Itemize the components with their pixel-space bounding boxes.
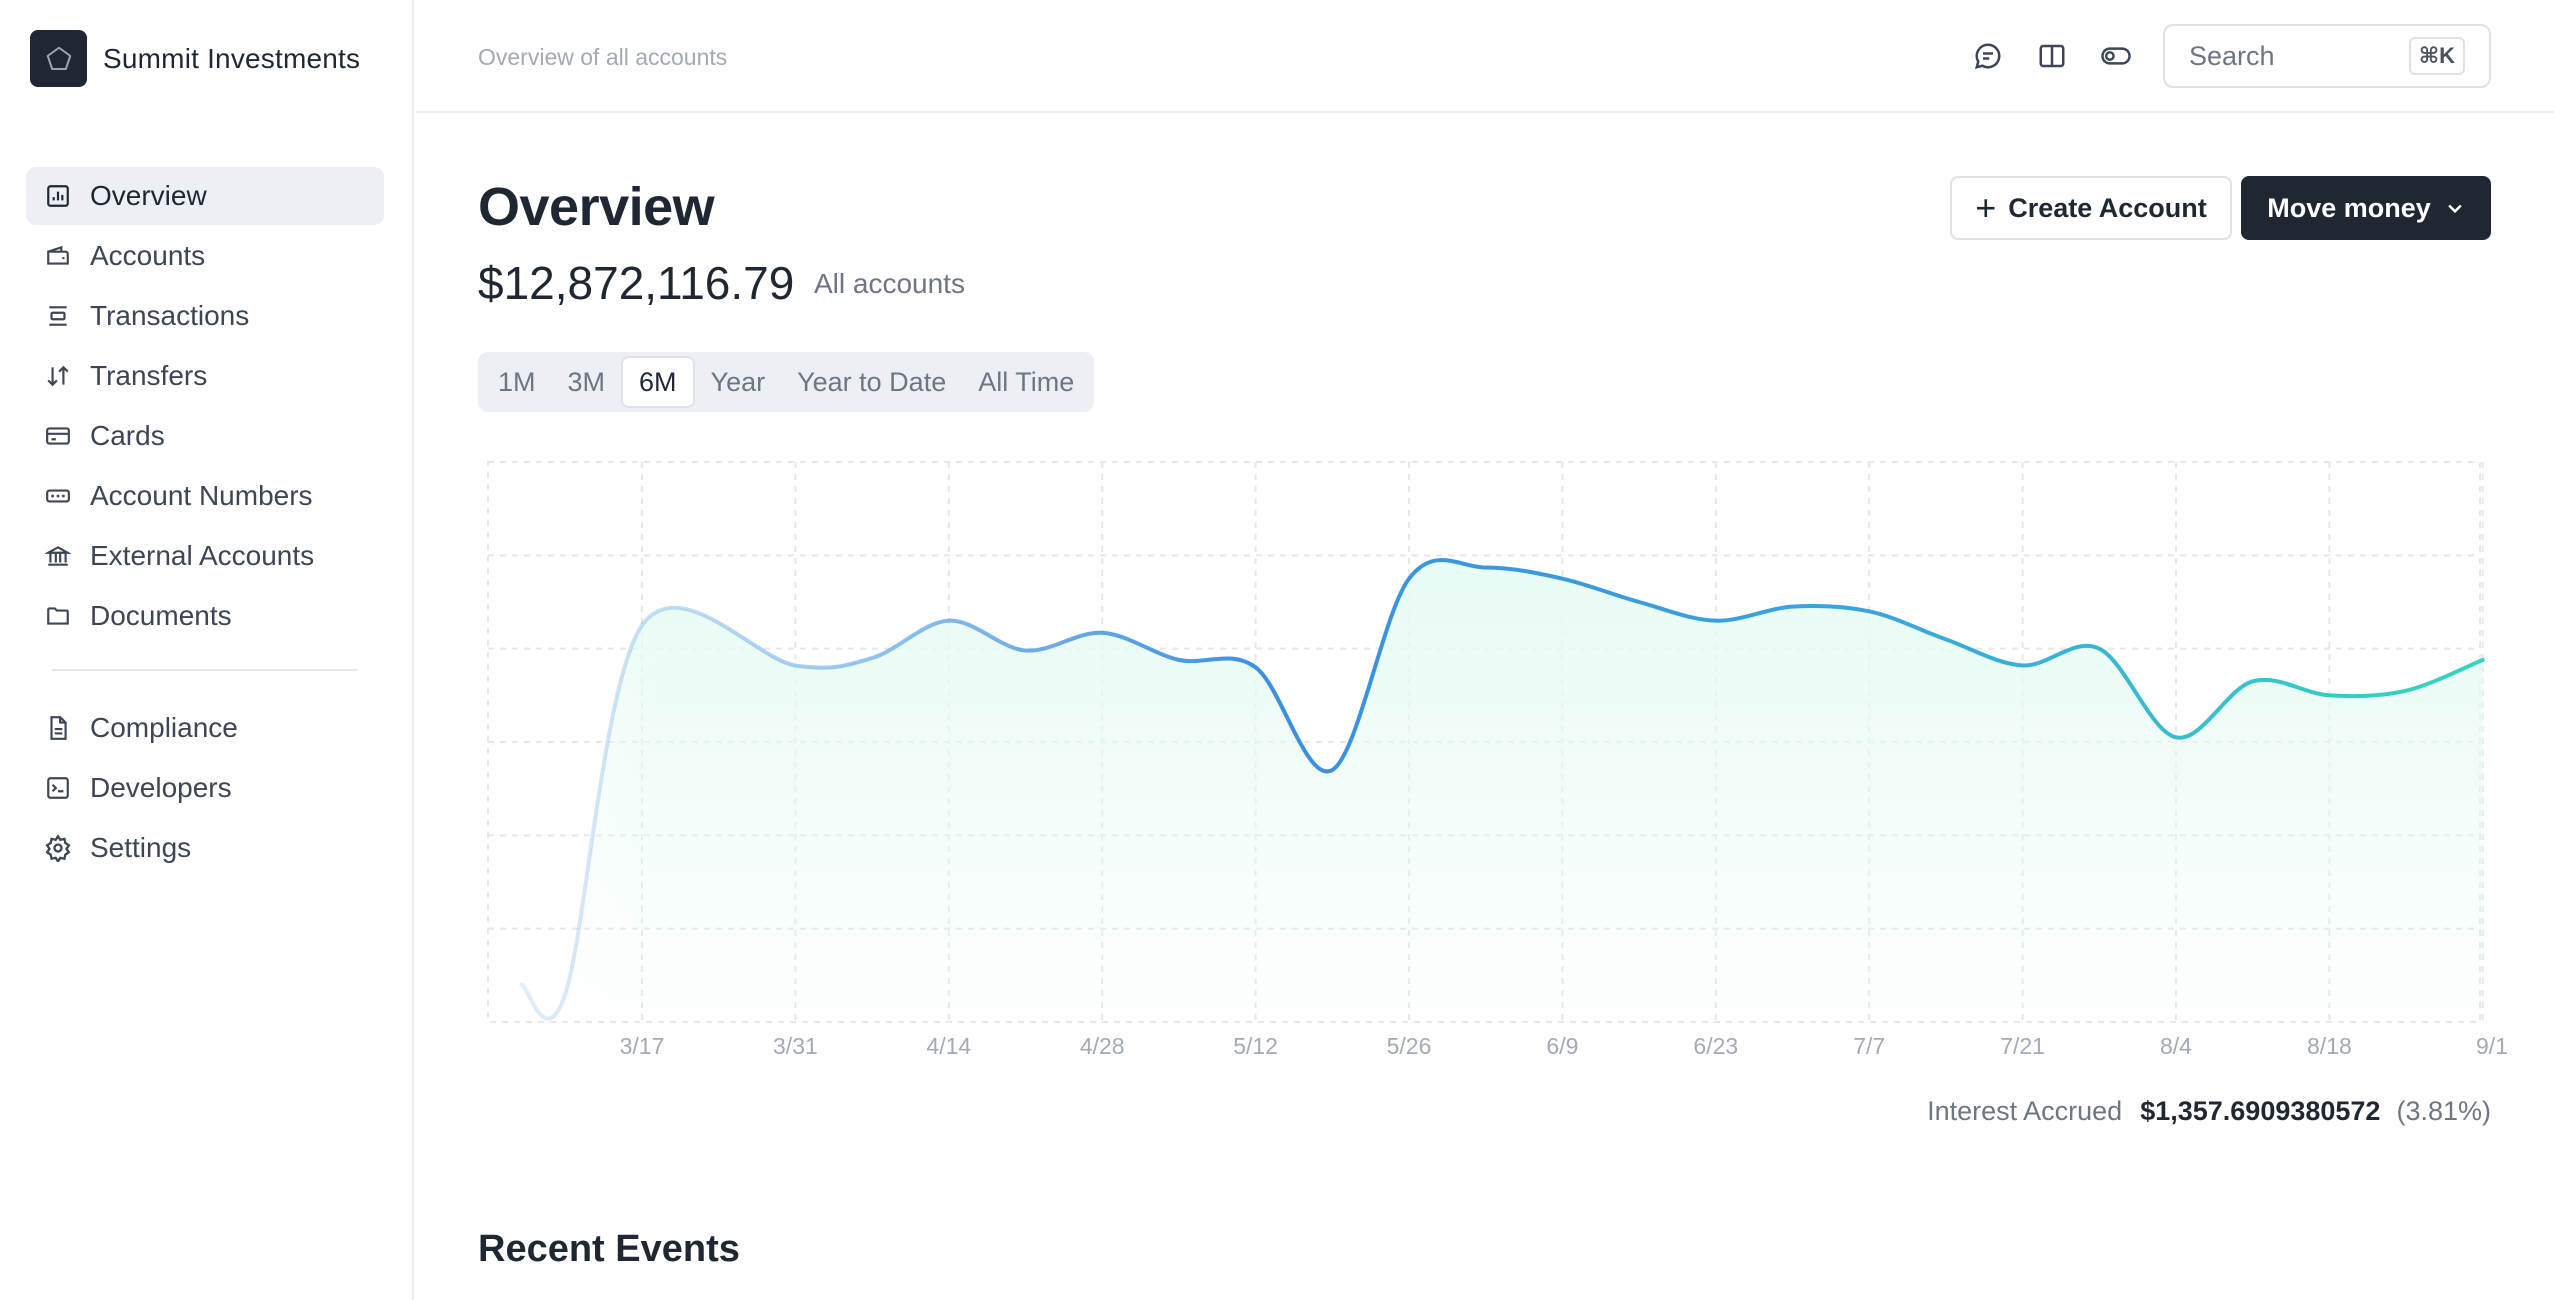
sidebar-item-documents[interactable]: Documents [26, 587, 384, 645]
sidebar-item-label: Account Numbers [90, 480, 313, 511]
sidebar-item-accounts[interactable]: Accounts [26, 227, 384, 285]
balance-chart[interactable]: 3/17 3/31 4/14 4/28 5/12 5/26 6/9 6/23 7/7 7/21 8/… [470, 450, 2510, 1070]
sidebar: Summit Investments Overview Accounts Tra… [0, 0, 414, 1300]
x-tick-label: 8/4 [2160, 1033, 2192, 1059]
chevron-down-icon [2445, 198, 2465, 218]
create-account-label: Create Account [2008, 192, 2207, 223]
sidebar-item-label: Overview [90, 180, 207, 211]
page-title: Overview [478, 177, 715, 237]
move-money-button[interactable]: Move money [2241, 176, 2491, 240]
x-tick-label: 9/1 [2476, 1033, 2508, 1059]
x-tick-label: 5/26 [1387, 1033, 1432, 1059]
x-tick-label: 8/18 [2307, 1033, 2352, 1059]
sidebar-item-label: Compliance [90, 712, 238, 743]
recent-events-title: Recent Events [478, 1228, 740, 1270]
sidebar-item-label: Cards [90, 420, 165, 451]
range-tabs: 1M 3M 6M Year Year to Date All Time [478, 352, 1095, 412]
x-tick-label: 6/9 [1546, 1033, 1578, 1059]
x-tick-label: 7/7 [1853, 1033, 1885, 1059]
credit-card-icon [42, 420, 74, 452]
x-axis-labels: 3/17 3/31 4/14 4/28 5/12 5/26 6/9 6/23 7/7 7/21 8/… [620, 1033, 2508, 1059]
sidebar-item-label: External Accounts [90, 540, 315, 571]
create-account-button[interactable]: + Create Account [1950, 176, 2232, 240]
dots-rectangle-icon [42, 480, 74, 512]
sidebar-item-settings[interactable]: Settings [26, 819, 384, 877]
range-tab-year[interactable]: Year [710, 366, 766, 397]
x-tick-label: 5/12 [1233, 1033, 1278, 1059]
range-tab-year-to-date[interactable]: Year to Date [797, 366, 947, 397]
arrows-up-down-icon [42, 360, 74, 392]
plus-icon: + [1975, 187, 1997, 228]
balance-chart-svg: 3/17 3/31 4/14 4/28 5/12 5/26 6/9 6/23 7/7 7/21 8/… [487, 461, 2508, 1059]
x-tick-label: 4/28 [1080, 1033, 1125, 1059]
sidebar-item-transfers[interactable]: Transfers [26, 347, 384, 405]
chart-series-line [519, 558, 2485, 1021]
search-input[interactable]: Search ⌘K [2163, 24, 2491, 88]
sidebar-item-cards[interactable]: Cards [26, 407, 384, 465]
document-icon [42, 712, 74, 744]
header-actions [1968, 38, 2160, 74]
sidebar-item-developers[interactable]: Developers [26, 759, 384, 817]
range-tab-3m[interactable]: 3M [567, 366, 606, 397]
brand-name: Summit Investments [103, 42, 361, 74]
folder-icon [42, 600, 74, 632]
x-tick-label: 3/31 [773, 1033, 818, 1059]
gear-icon [42, 832, 74, 864]
x-tick-label: 4/14 [926, 1033, 971, 1059]
chart-area [521, 560, 2483, 1022]
sidebar-item-label: Developers [90, 772, 232, 803]
sidebar-item-label: Transfers [90, 360, 208, 391]
brand[interactable]: Summit Investments [30, 30, 360, 87]
toggle-icon[interactable] [2096, 38, 2136, 74]
range-tab-1m[interactable]: 1M [498, 366, 536, 397]
chart-bar-icon [42, 180, 74, 212]
book-icon[interactable] [2032, 38, 2072, 74]
x-tick-label: 7/21 [2000, 1033, 2045, 1059]
x-tick-label: 6/23 [1693, 1033, 1738, 1059]
sidebar-item-overview[interactable]: Overview [26, 167, 384, 225]
sidebar-item-label: Transactions [90, 300, 250, 331]
bank-icon [42, 540, 74, 572]
chat-icon[interactable] [1968, 38, 2008, 74]
search-placeholder: Search [2189, 40, 2275, 71]
list-icon [42, 300, 74, 332]
sidebar-divider [52, 669, 358, 671]
sidebar-item-compliance[interactable]: Compliance [26, 699, 384, 757]
range-tab-all-time[interactable]: All Time [978, 366, 1075, 397]
sidebar-nav: Overview Accounts Transactions Transfers… [26, 167, 384, 879]
sidebar-item-label: Documents [90, 600, 232, 631]
sidebar-item-label: Settings [90, 832, 192, 863]
logo-icon [30, 30, 87, 87]
shortcut-badge: ⌘K [2408, 37, 2465, 75]
interest-accrued: Interest Accrued $1,357.6909380572 (3.81… [1927, 1096, 2491, 1127]
range-tab-6m[interactable]: 6M [621, 356, 695, 408]
balance-label: All accounts [814, 268, 965, 299]
terminal-icon [42, 772, 74, 804]
sidebar-item-account-numbers[interactable]: Account Numbers [26, 467, 384, 525]
sidebar-item-external-accounts[interactable]: External Accounts [26, 527, 384, 585]
x-tick-label: 3/17 [620, 1033, 665, 1059]
sidebar-item-transactions[interactable]: Transactions [26, 287, 384, 345]
total-balance: $12,872,116.79 [478, 257, 795, 309]
interest-label: Interest Accrued [1927, 1096, 2123, 1126]
interest-value: $1,357.6909380572 [2140, 1096, 2381, 1126]
wallet-icon [42, 240, 74, 272]
breadcrumb: Overview of all accounts [478, 44, 728, 70]
sidebar-item-label: Accounts [90, 240, 206, 271]
interest-percent: (3.81%) [2396, 1096, 2491, 1126]
move-money-label: Move money [2267, 192, 2431, 223]
top-bar: Overview of all accounts [416, 0, 2554, 113]
